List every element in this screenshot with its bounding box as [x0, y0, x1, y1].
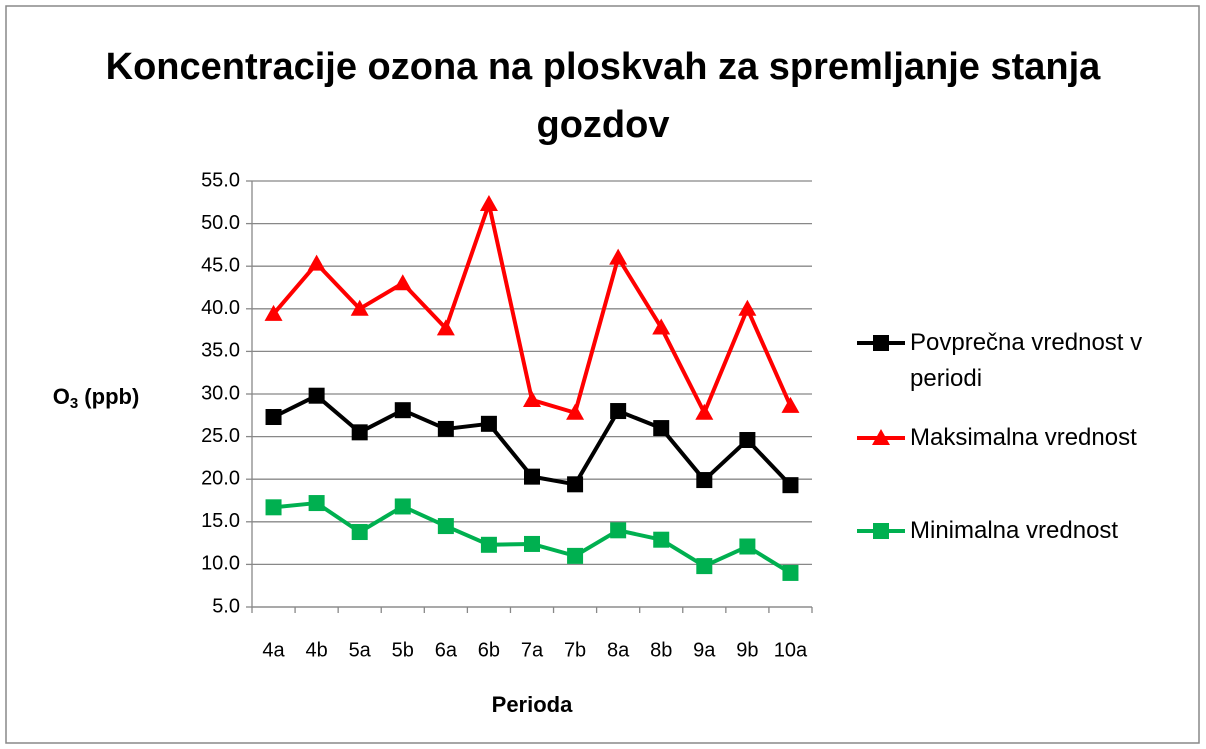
x-tick-label: 5b — [392, 639, 414, 661]
data-point — [308, 495, 325, 512]
data-point — [523, 390, 541, 407]
data-point — [739, 432, 756, 449]
data-point — [437, 518, 454, 535]
data-point — [308, 387, 325, 404]
chart-title: Koncentracije ozona na ploskvah za sprem… — [105, 46, 1101, 146]
data-point — [610, 522, 627, 539]
x-tick-label: 7b — [564, 639, 586, 661]
y-tick-label: 15.0 — [201, 510, 240, 532]
data-point — [782, 477, 799, 494]
data-point — [738, 299, 757, 316]
y-axis-label-part: O — [53, 384, 70, 409]
y-tick-label: 25.0 — [201, 425, 240, 447]
data-point — [350, 299, 369, 316]
y-tick-label: 35.0 — [201, 340, 240, 362]
data-point — [695, 403, 714, 420]
x-axis-label: Perioda — [492, 692, 573, 717]
legend-marker — [873, 523, 889, 539]
data-point — [567, 476, 584, 493]
data-point — [264, 304, 283, 321]
y-axis-label-part: (ppb) — [78, 384, 139, 409]
data-point — [480, 536, 497, 553]
chart-border — [5, 5, 1200, 744]
data-point — [739, 538, 756, 555]
y-tick-label: 5.0 — [212, 595, 240, 617]
y-tick-label: 40.0 — [201, 297, 240, 319]
legend-marker — [872, 429, 890, 445]
data-point — [610, 403, 627, 420]
y-axis-label: O3 (ppb) — [53, 384, 140, 412]
data-point — [351, 524, 368, 541]
data-point — [653, 420, 670, 437]
data-point — [307, 254, 326, 271]
legend-label: Povprečna vrednost v periodi — [910, 329, 1143, 392]
data-point — [480, 415, 497, 432]
data-point — [566, 403, 585, 420]
x-tick-label: 4b — [305, 639, 327, 661]
y-axis-label-sub: 3 — [70, 395, 78, 412]
y-tick-label: 30.0 — [201, 382, 240, 404]
data-point — [696, 558, 713, 575]
data-point — [781, 396, 800, 413]
x-tick-label: 9b — [736, 639, 758, 661]
data-point — [394, 402, 411, 419]
x-tick-label: 6b — [478, 639, 500, 661]
x-tick-label: 8b — [650, 639, 672, 661]
y-tick-label: 50.0 — [201, 212, 240, 234]
data-point — [265, 409, 282, 426]
data-point — [653, 531, 670, 548]
data-point — [437, 420, 454, 437]
y-tick-label: 45.0 — [201, 254, 240, 276]
data-point — [265, 499, 282, 516]
data-point — [479, 195, 498, 212]
x-tick-label: 8a — [607, 639, 630, 661]
x-tick-label: 9a — [693, 639, 716, 661]
data-point — [524, 535, 540, 552]
data-point — [394, 498, 411, 515]
data-point — [567, 547, 584, 564]
data-point — [524, 468, 540, 485]
data-point — [652, 318, 671, 335]
legend-label: Maksimalna vrednost — [910, 424, 1137, 451]
x-tick-label: 10a — [774, 639, 808, 661]
data-point — [351, 424, 368, 441]
x-tick-label: 6a — [435, 639, 458, 661]
data-point — [436, 319, 455, 336]
data-point — [782, 564, 799, 581]
x-tick-label: 4a — [262, 639, 285, 661]
y-tick-label: 10.0 — [201, 553, 240, 575]
legend-marker — [873, 335, 889, 351]
y-tick-label: 55.0 — [201, 169, 240, 191]
x-tick-label: 5a — [349, 639, 372, 661]
y-tick-label: 20.0 — [201, 467, 240, 489]
data-point — [609, 248, 628, 265]
x-tick-label: 7a — [521, 639, 544, 661]
legend-label: Minimalna vrednost — [910, 517, 1119, 544]
data-point — [393, 274, 412, 291]
data-point — [696, 472, 713, 489]
